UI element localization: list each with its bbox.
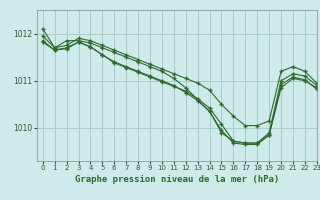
- X-axis label: Graphe pression niveau de la mer (hPa): Graphe pression niveau de la mer (hPa): [75, 175, 279, 184]
